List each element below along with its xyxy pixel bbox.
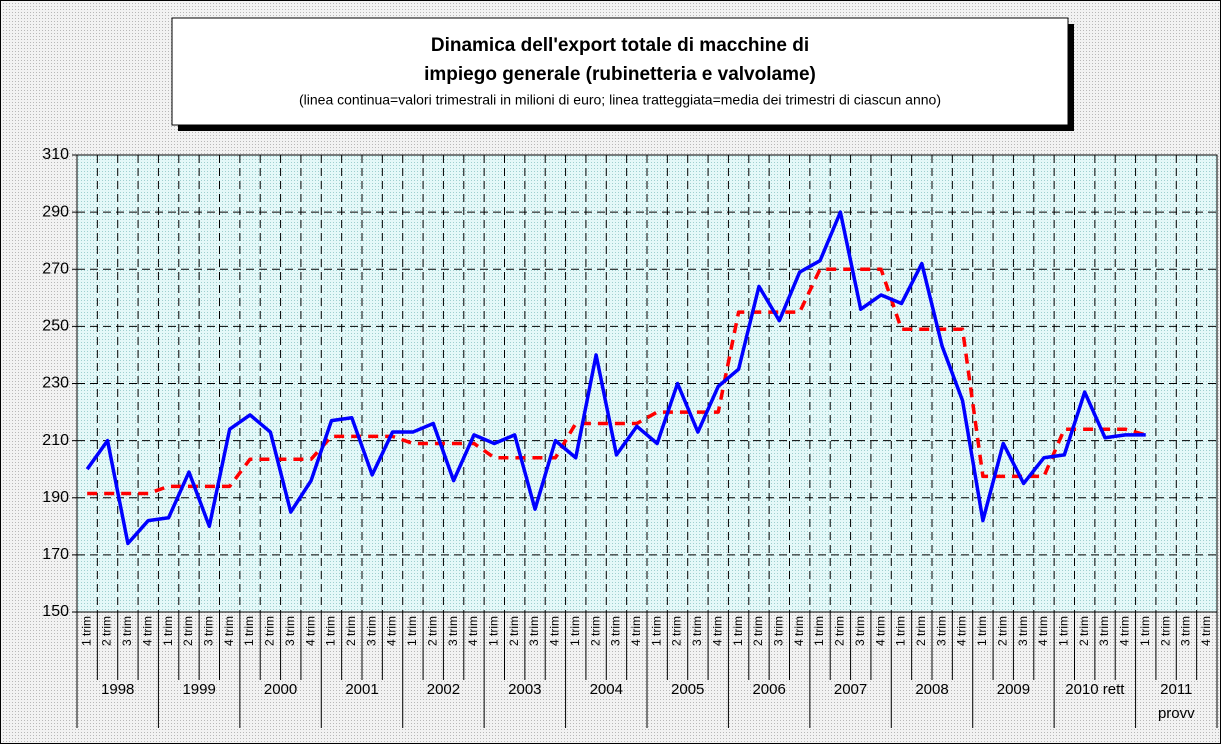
x-tick-label: 1 trim [731, 616, 745, 646]
group-label: 2010 rett [1065, 681, 1125, 698]
group-label: 2004 [590, 681, 623, 698]
x-tick-label: 4 trim [629, 616, 643, 646]
group-label: 2005 [671, 681, 704, 698]
group-label: 2000 [264, 681, 297, 698]
x-tick-label: 1 trim [568, 616, 582, 646]
series-line [85, 210, 1146, 546]
group-label: 2011 [1160, 681, 1192, 698]
x-tick-label: 1 trim [812, 616, 826, 646]
x-tick-label: 3 trim [934, 616, 948, 646]
x-tick-label: 4 trim [548, 616, 562, 646]
x-tick-label: 2 trim [995, 616, 1009, 646]
group-label: 2006 [752, 681, 785, 698]
x-tick-label: 2 trim [1077, 616, 1091, 646]
x-tick-label: 4 trim [385, 616, 399, 646]
chart-subtitle: (linea continua=valori trimestrali in mi… [299, 92, 941, 108]
group-label: 2003 [508, 681, 541, 698]
x-tick-label: 3 trim [446, 616, 460, 646]
group-label: 2002 [427, 681, 460, 698]
x-tick-label: 4 trim [873, 616, 887, 646]
x-tick-label: 1 trim [1138, 616, 1152, 646]
x-tick-label: 3 trim [609, 616, 623, 646]
y-tick-label: 150 [42, 603, 69, 620]
x-tick-label: 4 trim [1199, 616, 1213, 646]
y-tick-label: 270 [42, 260, 69, 277]
x-tick-label: 3 trim [527, 616, 541, 646]
x-tick-label: 1 trim [975, 616, 989, 646]
x-tick-label: 1 trim [405, 616, 419, 646]
x-tick-label: 1 trim [324, 616, 338, 646]
x-tick-label: 3 trim [1179, 616, 1193, 646]
x-tick-label: 1 trim [79, 616, 93, 646]
x-tick-label: 2 trim [1158, 616, 1172, 646]
x-tick-label: 4 trim [792, 616, 806, 646]
x-tick-label: 4 trim [1036, 616, 1050, 646]
x-tick-label: 2 trim [588, 616, 602, 646]
group-label: 1998 [101, 681, 134, 698]
group-label: 1999 [182, 681, 215, 698]
x-tick-label: 3 trim [283, 616, 297, 646]
group-label: 2009 [997, 681, 1030, 698]
x-tick-label: 3 trim [771, 616, 785, 646]
y-tick-label: 230 [42, 375, 69, 392]
x-tick-label: 1 trim [486, 616, 500, 646]
x-tick-label: 1 trim [894, 616, 908, 646]
y-tick-label: 310 [42, 146, 69, 163]
x-tick-label: 3 trim [853, 616, 867, 646]
chart-title: Dinamica dell'export totale di macchine … [431, 35, 809, 56]
x-tick-label: 3 trim [201, 616, 215, 646]
y-tick-label: 190 [42, 489, 69, 506]
series-line [87, 267, 1147, 496]
x-tick-label: 2 trim [263, 616, 277, 646]
chart-title: impiego generale (rubinetteria e valvola… [424, 64, 816, 85]
x-tick-label: 4 trim [955, 616, 969, 646]
x-tick-label: 4 trim [303, 616, 317, 646]
x-tick-label: 3 trim [364, 616, 378, 646]
x-tick-label: 1 trim [161, 616, 175, 646]
x-tick-label: 2 trim [914, 616, 928, 646]
x-tick-label: 4 trim [710, 616, 724, 646]
x-tick-label: 2 trim [833, 616, 847, 646]
x-tick-label: 1 trim [1056, 616, 1070, 646]
group-label: 2007 [834, 681, 867, 698]
title-box [171, 17, 1069, 126]
x-tick-label: 2 trim [670, 616, 684, 646]
x-tick-label: 1 trim [649, 616, 663, 646]
x-tick-label: 2 trim [751, 616, 765, 646]
group-label: 2008 [915, 681, 948, 698]
x-tick-label: 1 trim [242, 616, 256, 646]
x-tick-label: 2 trim [425, 616, 439, 646]
x-tick-label: 3 trim [690, 616, 704, 646]
y-tick-label: 250 [42, 318, 69, 335]
x-tick-label: 4 trim [140, 616, 154, 646]
y-tick-label: 290 [42, 203, 69, 220]
x-tick-label: 4 trim [466, 616, 480, 646]
x-tick-label: 4 trim [1118, 616, 1132, 646]
x-tick-label: 3 trim [1016, 616, 1030, 646]
y-tick-label: 210 [42, 432, 69, 449]
x-tick-label: 2 trim [344, 616, 358, 646]
group-sublabel: provv [1158, 705, 1195, 722]
x-tick-label: 2 trim [181, 616, 195, 646]
x-tick-label: 3 trim [1097, 616, 1111, 646]
plot: 150 170 190 210 230 250 270 290 310 1 trim 2 trim 3… [42, 146, 1218, 728]
x-tick-label: 3 trim [120, 616, 134, 646]
y-tick-label: 170 [42, 546, 69, 563]
group-label: 2001 [345, 681, 378, 698]
x-tick-label: 4 trim [222, 616, 236, 646]
x-tick-label: 2 trim [100, 616, 114, 646]
x-tick-label: 2 trim [507, 616, 521, 646]
